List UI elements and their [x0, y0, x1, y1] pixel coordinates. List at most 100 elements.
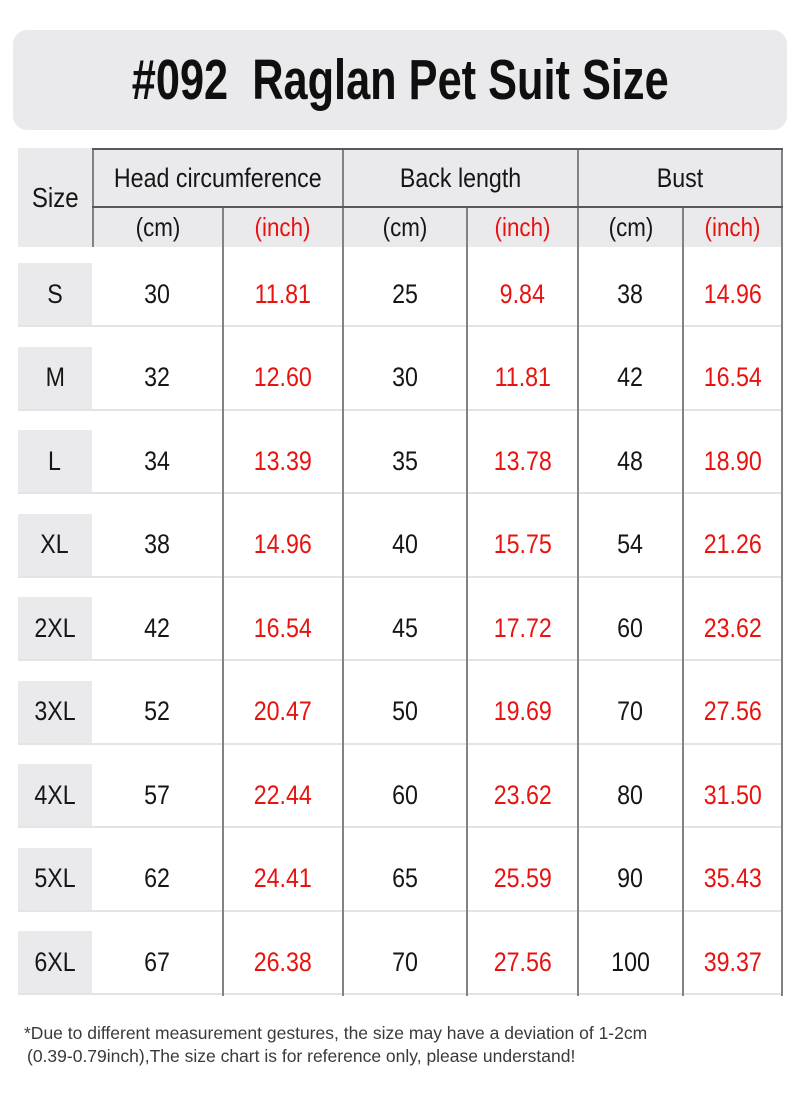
cell-value: 25.59 — [493, 863, 552, 893]
table-cell: 23.62 — [467, 764, 578, 826]
table-cell: 31.50 — [683, 764, 783, 826]
cell-value: 35.43 — [703, 863, 763, 893]
group-header-bust: Bust — [578, 150, 783, 206]
cell-value: 26.38 — [253, 946, 313, 977]
table-cell: 34 — [92, 430, 223, 492]
cell-value: 65 — [392, 863, 418, 893]
table-cell: 42 — [92, 597, 223, 659]
table-cell: 80 — [578, 764, 683, 826]
cell-value: 80 — [617, 779, 644, 810]
unit-cell: (cm) — [343, 208, 467, 247]
table-cell: 16.54 — [223, 597, 343, 659]
table-cell: 12.60 — [223, 347, 343, 409]
cell-value: 62 — [144, 863, 171, 893]
table-cell: 90 — [578, 848, 683, 910]
cell-value: 54 — [617, 529, 644, 559]
table-cell: 23.62 — [683, 597, 783, 659]
size-label: 6XL — [34, 946, 76, 977]
cell-value: 11.81 — [254, 278, 312, 309]
size-label: 2XL — [34, 612, 76, 643]
table-cell: 22.44 — [223, 764, 343, 826]
size-chip: L — [18, 430, 92, 492]
cell-value: 16.54 — [703, 362, 763, 392]
table-cell: 32 — [92, 347, 223, 409]
table-cell: 13.39 — [223, 430, 343, 492]
header-top-border — [92, 148, 783, 150]
group-header-label: Head circumference — [114, 162, 322, 193]
table-cell: 65 — [343, 848, 467, 910]
cell-value: 38 — [617, 278, 644, 309]
size-label: 3XL — [34, 696, 76, 726]
cell-value: 27.56 — [493, 946, 552, 977]
footnote-line: *Due to different measurement gestures, … — [24, 1023, 648, 1043]
table-cell: 67 — [92, 931, 223, 993]
table-cell: 30 — [343, 347, 467, 409]
table-cell: 39.37 — [683, 931, 783, 993]
cell-value: 18.90 — [703, 445, 763, 476]
table-cell: 62 — [92, 848, 223, 910]
column-divider — [466, 206, 468, 996]
size-chip: 3XL — [18, 680, 92, 743]
table-row: 2XL 42 16.54 45 17.72 60 23.62 — [18, 597, 783, 661]
cell-value: 25 — [392, 278, 418, 309]
size-chip: XL — [18, 513, 92, 576]
table-cell: 14.96 — [683, 263, 783, 325]
table-cell: 30 — [92, 263, 223, 325]
cell-value: 70 — [392, 946, 418, 977]
unit-header-row: (cm) (inch) (cm) (inch) (cm) (inch) — [93, 208, 783, 247]
table-cell: 38 — [578, 263, 683, 325]
column-divider — [682, 206, 684, 996]
cell-value: 52 — [144, 696, 171, 726]
group-header-label: Back length — [399, 162, 522, 193]
cell-value: 60 — [392, 779, 418, 810]
table-cell: 100 — [578, 931, 683, 993]
cell-value: 35 — [392, 445, 418, 476]
table-cell: 13.78 — [467, 430, 578, 492]
size-label: S — [47, 278, 63, 309]
cell-value: 19.69 — [493, 696, 552, 726]
cell-value: 24.41 — [253, 863, 313, 893]
size-label: L — [48, 445, 62, 476]
table-row: 5XL 62 24.41 65 25.59 90 35.43 — [18, 847, 783, 912]
title-banner: #092 Raglan Pet Suit Size — [13, 30, 787, 130]
cell-value: 38 — [144, 529, 171, 559]
size-chip: 2XL — [18, 597, 92, 659]
unit-cell: (inch) — [467, 208, 578, 247]
cell-value: 23.62 — [493, 779, 552, 810]
table-cell: 24.41 — [223, 848, 343, 910]
size-chip: S — [18, 263, 92, 325]
table-cell: 57 — [92, 764, 223, 826]
table-cell: 20.47 — [223, 681, 343, 743]
size-label: 4XL — [34, 779, 76, 810]
table-cell: 14.96 — [223, 514, 343, 576]
cell-value: 21.26 — [703, 529, 763, 559]
unit-cell: (inch) — [683, 208, 783, 247]
cell-value: 60 — [617, 612, 644, 643]
cell-value: 14.96 — [253, 529, 313, 559]
cell-value: 16.54 — [253, 612, 313, 643]
cell-value: 20.47 — [253, 696, 313, 726]
cell-value: 57 — [144, 779, 171, 810]
cell-value: 32 — [144, 362, 171, 392]
cell-value: 15.75 — [493, 529, 552, 559]
table-cell: 60 — [343, 764, 467, 826]
table-cell: 9.84 — [467, 263, 578, 325]
size-label: XL — [40, 529, 70, 559]
cell-value: 42 — [617, 362, 644, 392]
table-cell: 50 — [343, 681, 467, 743]
cell-value: 90 — [617, 863, 644, 893]
group-header-head-circumference: Head circumference — [93, 150, 343, 206]
table-cell: 25 — [343, 263, 467, 325]
table-cell: 70 — [578, 681, 683, 743]
table-cell: 70 — [343, 931, 467, 993]
unit-cell: (cm) — [93, 208, 223, 247]
table-cell: 54 — [578, 514, 683, 576]
cell-value: 11.81 — [494, 362, 551, 392]
cell-value: 34 — [144, 445, 171, 476]
table-cell: 60 — [578, 597, 683, 659]
cell-value: 9.84 — [499, 278, 546, 309]
cell-value: 42 — [144, 612, 171, 643]
cell-value: 17.72 — [493, 612, 552, 643]
cell-value: 23.62 — [703, 612, 763, 643]
